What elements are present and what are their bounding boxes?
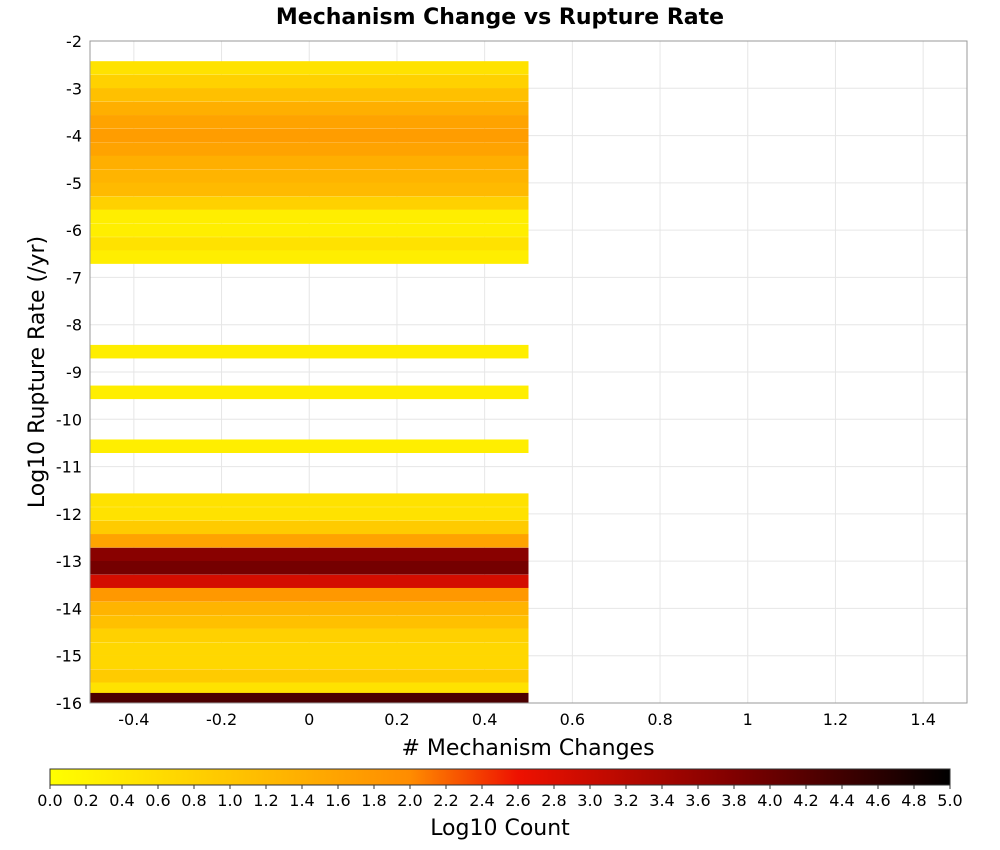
x-tick-label: -0.4 bbox=[118, 710, 149, 729]
heatmap-cell bbox=[90, 655, 529, 670]
heatmap-cell bbox=[90, 155, 529, 170]
colorbar-label: Log10 Count bbox=[430, 816, 570, 841]
y-tick-label: -12 bbox=[56, 505, 82, 524]
heatmap-cell bbox=[90, 74, 529, 89]
x-tick-label: 0.6 bbox=[560, 710, 585, 729]
y-tick-label: -2 bbox=[66, 32, 82, 51]
heatmap-cell bbox=[90, 250, 529, 264]
heatmap-cell bbox=[90, 182, 529, 197]
heatmap-cell bbox=[90, 128, 529, 143]
colorbar-tick-label: 1.4 bbox=[289, 791, 314, 810]
y-tick-label: -5 bbox=[66, 174, 82, 193]
y-tick-label: -6 bbox=[66, 221, 82, 240]
y-tick-label: -9 bbox=[66, 363, 82, 382]
colorbar-tick-label: 0.2 bbox=[73, 791, 98, 810]
y-tick-label: -4 bbox=[66, 127, 82, 146]
colorbar-tick-label: 2.0 bbox=[397, 791, 422, 810]
colorbar-tick-label: 4.4 bbox=[829, 791, 854, 810]
colorbar bbox=[49, 768, 951, 786]
colorbar-tick-label: 3.4 bbox=[649, 791, 674, 810]
colorbar-ticks: 0.0 0.2 0.4 0.6 0.8 1.0 1.2 1.4 1.6 1.8 2.0 2.2 2.4 2… bbox=[37, 785, 963, 810]
colorbar-tick-label: 4.8 bbox=[901, 791, 926, 810]
colorbar-tick-label: 5.0 bbox=[937, 791, 962, 810]
x-tick-label: 0.8 bbox=[647, 710, 672, 729]
heatmap-cell bbox=[90, 547, 529, 562]
heatmap-cell bbox=[90, 561, 529, 575]
heatmap-cell bbox=[90, 507, 529, 521]
heatmap-cell bbox=[90, 61, 529, 75]
colorbar-tick-label: 2.6 bbox=[505, 791, 530, 810]
colorbar-tick-label: 3.8 bbox=[721, 791, 746, 810]
y-axis-ticks: -2 -3 -4 -5 -6 -7 -8 -9 -10 -11 -12 -13 -14 -15 -16 bbox=[56, 32, 82, 713]
heatmap-cell bbox=[90, 493, 529, 507]
colorbar-tick-label: 3.2 bbox=[613, 791, 638, 810]
heatmap-cell bbox=[90, 574, 529, 589]
colorbar-tick-label: 3.0 bbox=[577, 791, 602, 810]
colorbar-tick-label: 0.0 bbox=[37, 791, 62, 810]
colorbar-tick-label: 4.6 bbox=[865, 791, 890, 810]
heatmap-cell bbox=[90, 692, 529, 703]
heatmap-cell bbox=[90, 169, 529, 183]
x-tick-label: 1.2 bbox=[823, 710, 848, 729]
x-tick-label: 1 bbox=[743, 710, 753, 729]
heatmap-cell bbox=[90, 534, 529, 548]
x-axis-label: # Mechanism Changes bbox=[401, 736, 654, 761]
y-tick-label: -15 bbox=[56, 647, 82, 666]
heatmap-cell bbox=[90, 209, 529, 224]
colorbar-tick-label: 1.8 bbox=[361, 791, 386, 810]
heatmap-cell bbox=[90, 615, 529, 629]
colorbar-tick-label: 4.2 bbox=[793, 791, 818, 810]
colorbar-tick-label: 4.0 bbox=[757, 791, 782, 810]
colorbar-tick-label: 0.8 bbox=[181, 791, 206, 810]
heatmap-cell bbox=[90, 601, 529, 616]
colorbar-tick-label: 1.0 bbox=[217, 791, 242, 810]
plot-frame bbox=[89, 40, 968, 704]
x-tick-label: 1.4 bbox=[910, 710, 935, 729]
heatmap-cell bbox=[90, 142, 529, 157]
y-tick-label: -11 bbox=[56, 458, 82, 477]
y-tick-label: -14 bbox=[56, 599, 82, 618]
heatmap-cells bbox=[90, 61, 529, 703]
heatmap-cell bbox=[90, 669, 529, 683]
colorbar-tick-label: 2.4 bbox=[469, 791, 494, 810]
y-tick-label: -7 bbox=[66, 268, 82, 287]
y-tick-label: -10 bbox=[56, 410, 82, 429]
y-tick-label: -8 bbox=[66, 316, 82, 335]
x-tick-label: 0.2 bbox=[384, 710, 409, 729]
x-tick-label: -0.2 bbox=[206, 710, 237, 729]
heatmap-cell bbox=[90, 682, 529, 697]
colorbar-tick-label: 1.2 bbox=[253, 791, 278, 810]
heatmap-cell bbox=[90, 223, 529, 237]
y-tick-label: -16 bbox=[56, 694, 82, 713]
heatmap-cell bbox=[90, 642, 529, 656]
heatmap-cell bbox=[90, 628, 529, 643]
y-tick-label: -13 bbox=[56, 552, 82, 571]
heatmap-cell bbox=[90, 237, 529, 251]
heatmap-cell bbox=[90, 88, 529, 102]
chart-title: Mechanism Change vs Rupture Rate bbox=[276, 5, 724, 30]
colorbar-tick-label: 2.8 bbox=[541, 791, 566, 810]
heatmap-cell bbox=[90, 196, 529, 210]
colorbar-tick-label: 1.6 bbox=[325, 791, 350, 810]
colorbar-tick-label: 2.2 bbox=[433, 791, 458, 810]
x-tick-label: 0.4 bbox=[472, 710, 497, 729]
heatmap-cell bbox=[90, 101, 529, 116]
colorbar-tick-label: 0.4 bbox=[109, 791, 134, 810]
heatmap-cell bbox=[90, 520, 529, 535]
colorbar-tick-label: 3.6 bbox=[685, 791, 710, 810]
y-axis-label: Log10 Rupture Rate (/yr) bbox=[25, 236, 50, 508]
heatmap-cell bbox=[90, 439, 529, 454]
x-axis-ticks: -0.4 -0.2 0 0.2 0.4 0.6 0.8 1 1.2 1.4 bbox=[118, 710, 936, 729]
heatmap-cell bbox=[90, 115, 529, 129]
heatmap-cell bbox=[90, 344, 529, 359]
x-tick-label: 0 bbox=[304, 710, 314, 729]
heatmap-cell bbox=[90, 385, 529, 400]
y-tick-label: -3 bbox=[66, 79, 82, 98]
colorbar-tick-label: 0.6 bbox=[145, 791, 170, 810]
heatmap-cell bbox=[90, 587, 529, 602]
